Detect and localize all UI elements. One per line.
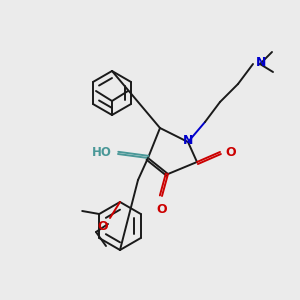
Text: O: O — [157, 203, 167, 216]
Text: O: O — [98, 220, 108, 233]
Text: O: O — [225, 146, 236, 158]
Text: HO: HO — [92, 146, 112, 160]
Text: N: N — [256, 56, 266, 70]
Text: N: N — [183, 134, 193, 148]
